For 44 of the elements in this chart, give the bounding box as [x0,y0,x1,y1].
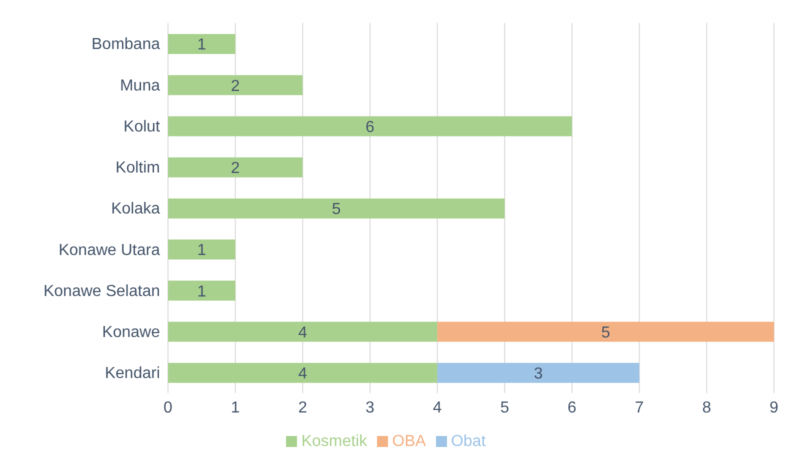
bar [168,240,236,260]
x-tick-label: 2 [298,399,308,416]
data-label: 5 [601,324,610,342]
bar [168,322,438,342]
y-tick-label: Kolaka [111,200,160,218]
bar [168,280,236,301]
x-tick-label: 3 [366,399,375,416]
legend-label: OBA [392,433,426,450]
bar [437,362,640,383]
y-tick-label: Konawe Selatan [43,282,160,300]
x-tick-label: 4 [432,399,442,416]
data-label: 2 [230,78,240,95]
x-tick-label: 8 [702,399,712,416]
data-label: 1 [197,242,206,260]
legend-label: Obat [450,433,486,450]
x-tick-label: 0 [164,399,173,416]
x-tick-label: 1 [230,399,240,416]
bar [168,362,438,383]
x-tick-label: 9 [770,399,779,416]
data-label: 1 [197,36,206,54]
bar [437,322,774,342]
data-label: 4 [298,324,308,342]
data-label: 5 [332,201,341,218]
data-label: 3 [534,366,543,383]
y-tick-label: Kolut [124,118,161,136]
x-tick-label: 7 [634,399,644,416]
bar [168,116,572,136]
bar [168,198,505,218]
y-tick-label: Konawe Utara [58,242,160,259]
y-tick-label: Konawe [102,324,160,342]
data-label: 2 [230,160,240,178]
bar [168,75,303,96]
data-label: 6 [366,118,375,136]
y-tick-label: Koltim [116,160,160,177]
y-tick-label: Muna [120,77,160,94]
legend-label: Kosmetik [301,433,368,450]
x-tick-label: 6 [568,399,577,416]
bar [168,34,236,54]
y-tick-label: Kendari [104,365,160,382]
data-label: 4 [298,366,308,383]
bar [168,157,303,178]
x-tick-label: 5 [500,399,510,416]
data-label: 1 [197,283,206,300]
y-tick-label: Bombana [92,36,160,54]
